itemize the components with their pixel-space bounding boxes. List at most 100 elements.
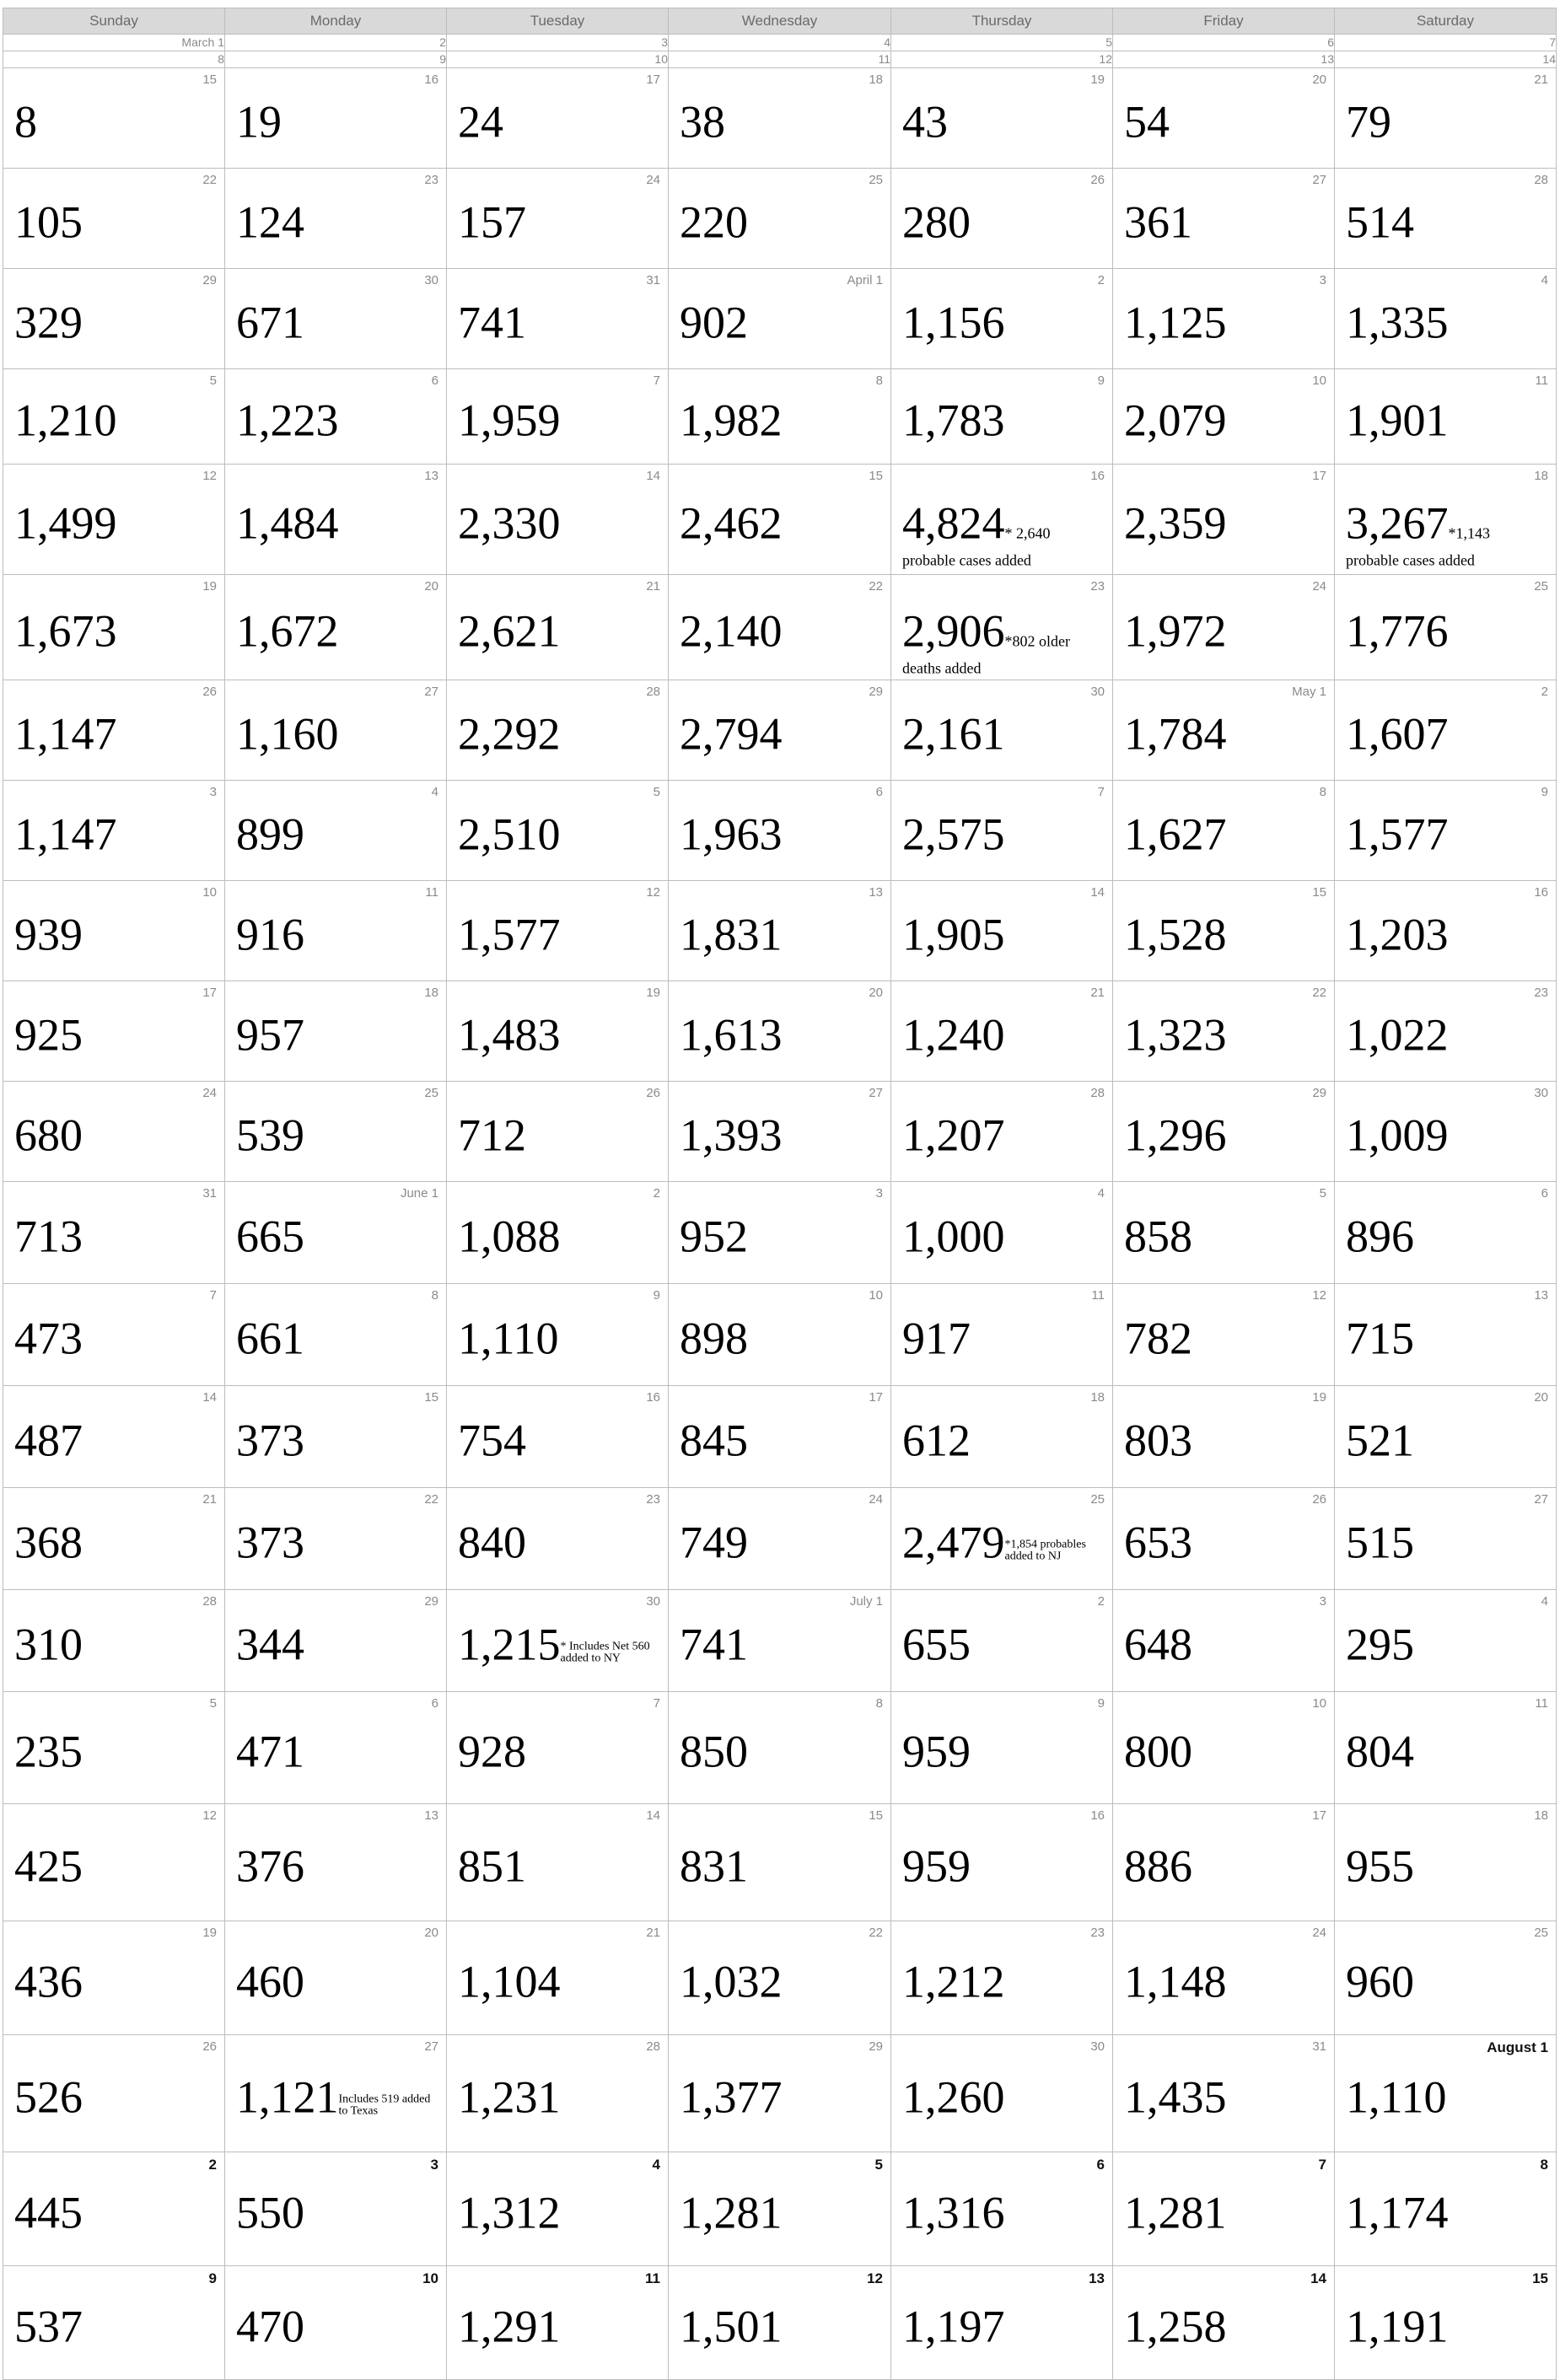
day-number: 10	[422, 2270, 438, 2286]
day-cell: 3 1,147	[3, 780, 225, 881]
day-cell: 11 1,291	[446, 2265, 669, 2380]
day-cell: 30 671	[224, 268, 447, 369]
day-number: 16	[1534, 885, 1548, 900]
daily-count: 1,784	[1124, 711, 1227, 756]
daily-count: 1,009	[1346, 1112, 1449, 1158]
day-cell: 21 2,621	[446, 574, 669, 680]
count-value: 959	[902, 1840, 971, 1892]
count-value: 1,483	[458, 1009, 561, 1061]
count-value: 851	[458, 1840, 526, 1892]
daily-count: 840	[458, 1519, 526, 1565]
daily-count: 1,982	[680, 397, 783, 443]
week-row: 28 310 29 344 30 1,215* Includes Net 560 adde…	[3, 1589, 1557, 1692]
day-number: 14	[202, 1390, 217, 1405]
day-number: 25	[1534, 1926, 1548, 1940]
day-cell: 19 1,673	[3, 574, 225, 680]
count-value: 754	[458, 1415, 526, 1466]
daily-count: 1,901	[1346, 397, 1449, 443]
day-number: 18	[1090, 1390, 1105, 1405]
day-cell: 25 2,479*1,854 probables added to NJ	[890, 1487, 1113, 1590]
week-row: 19 1,673 20 1,672 21 2,621 22 2,140 23 2,906*802 …	[3, 574, 1557, 680]
day-cell: June 1 665	[224, 1181, 447, 1284]
day-cell: 26 712	[446, 1081, 669, 1182]
count-annotation: * Includes Net 560 added to NY	[560, 1640, 650, 1665]
daily-count: 782	[1124, 1315, 1192, 1361]
daily-count: 8	[14, 99, 37, 144]
daily-count: 928	[458, 1728, 526, 1774]
count-value: 38	[680, 96, 725, 148]
day-cell: 24 1,148	[1112, 1921, 1335, 2035]
week-row: 24 680 25 539 26 712 27 1,393 28 1,207 29 1,296 30 1,…	[3, 1081, 1557, 1182]
daily-count: 1,281	[1124, 2189, 1227, 2235]
day-cell: 19 43	[890, 67, 1113, 169]
daily-count: 741	[680, 1621, 748, 1667]
count-value: 368	[14, 1517, 83, 1568]
day-number: 7	[1097, 785, 1105, 799]
day-number: 27	[869, 1086, 883, 1100]
day-number: 13	[1534, 1288, 1548, 1303]
day-number: 5	[1319, 1186, 1326, 1201]
count-value: 653	[1124, 1517, 1192, 1568]
day-cell: 18 612	[890, 1385, 1113, 1488]
day-cell: 12 425	[3, 1803, 225, 1921]
daily-count: 1,110	[458, 1315, 559, 1361]
day-cell: 22 373	[224, 1487, 447, 1590]
daily-count: 124	[236, 199, 304, 244]
day-cell: 11 917	[890, 1283, 1113, 1386]
count-value: 1,212	[902, 1956, 1005, 2007]
count-value: 661	[236, 1313, 304, 1364]
day-number: 8	[431, 1288, 438, 1303]
day-number: 22	[1312, 986, 1326, 1000]
day-number: 8	[1319, 785, 1326, 799]
count-value: 665	[236, 1211, 304, 1262]
week-row: 26 526 27 1,121Includes 519 added to Texas 2…	[3, 2034, 1557, 2152]
weekday-header: Thursday	[890, 8, 1113, 35]
day-number: 6	[431, 1696, 438, 1711]
daily-count: 916	[236, 911, 304, 957]
daily-count: 344	[236, 1621, 304, 1667]
count-value: 896	[1346, 1211, 1414, 1262]
day-cell: 5 235	[3, 1691, 225, 1804]
day-cell: 28 1,207	[890, 1081, 1113, 1182]
daily-count: 850	[680, 1728, 748, 1774]
count-value: 782	[1124, 1313, 1192, 1364]
daily-count: 373	[236, 1417, 304, 1463]
day-cell: 18 957	[224, 980, 447, 1082]
count-value: 1,240	[902, 1009, 1005, 1061]
day-cell: 3 952	[668, 1181, 891, 1284]
day-cell: 20 521	[1334, 1385, 1557, 1488]
day-number: 20	[1534, 1390, 1548, 1405]
day-number: 24	[202, 1086, 217, 1100]
daily-count: 539	[236, 1112, 304, 1158]
day-cell: 10 2,079	[1112, 368, 1335, 465]
count-value: 425	[14, 1840, 83, 1892]
count-value: 361	[1124, 196, 1192, 248]
day-number: 11	[1535, 373, 1548, 388]
day-cell: 13 1,197	[890, 2265, 1113, 2380]
compact-day-cell: 10	[446, 51, 669, 68]
day-cell: 7 928	[446, 1691, 669, 1804]
daily-count: 105	[14, 199, 83, 244]
daily-count: 19	[236, 99, 282, 144]
count-value: 1,377	[680, 2071, 783, 2123]
count-value: 1,501	[680, 2301, 783, 2352]
count-value: 1,147	[14, 809, 117, 860]
daily-count: 712	[458, 1112, 526, 1158]
compact-day-cell: 4	[668, 34, 891, 51]
count-value: 803	[1124, 1415, 1192, 1466]
day-number: 28	[646, 685, 660, 699]
compact-day-cell: 8	[3, 51, 225, 68]
day-cell: 8 1,627	[1112, 780, 1335, 881]
day-cell: 5 1,281	[668, 2152, 891, 2266]
week-row: 12 425 13 376 14 851 15 831 16 959 17 886 18 955	[3, 1803, 1557, 1921]
day-number: 2	[1097, 1594, 1105, 1609]
day-cell: 18 955	[1334, 1803, 1557, 1921]
day-cell: 15 831	[668, 1803, 891, 1921]
count-value: 2,510	[458, 809, 561, 860]
day-cell: 27 515	[1334, 1487, 1557, 1590]
day-cell: 7 2,575	[890, 780, 1113, 881]
day-number: 11	[1535, 1696, 1548, 1711]
day-cell: 29 344	[224, 1589, 447, 1692]
daily-count: 1,607	[1346, 711, 1449, 756]
count-value: 4,824	[902, 497, 1005, 549]
